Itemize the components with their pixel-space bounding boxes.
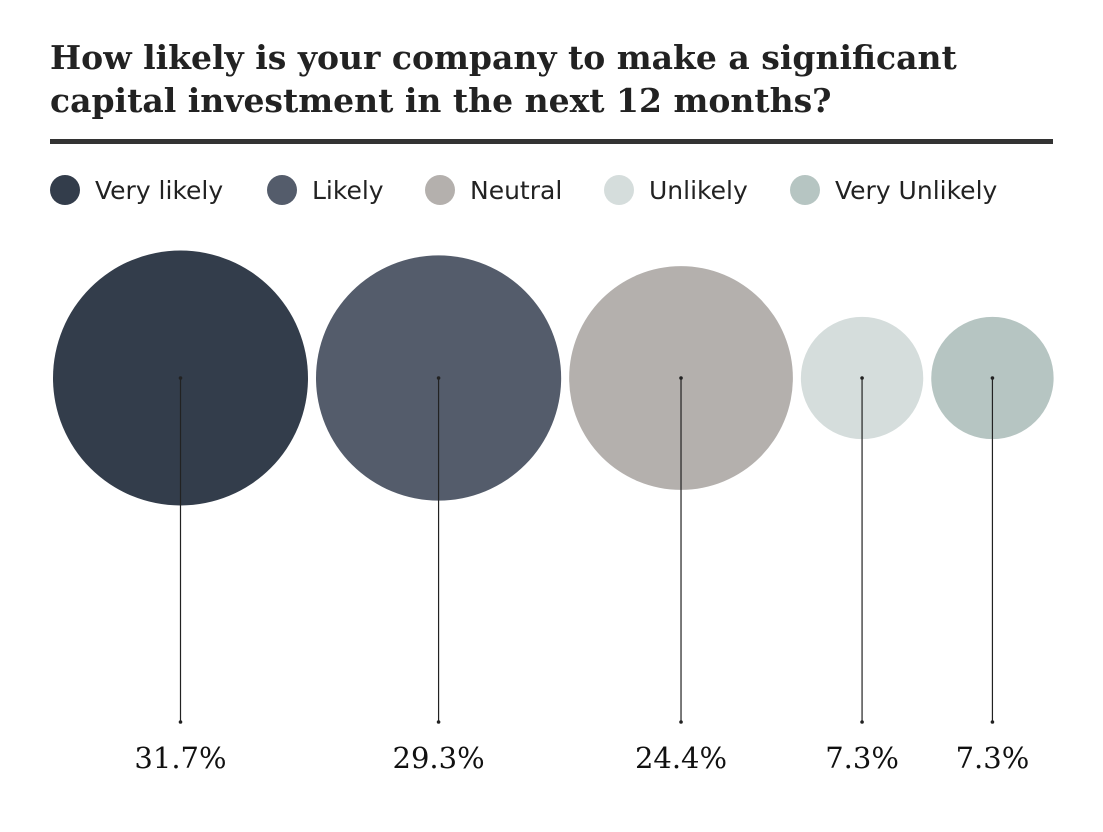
legend-item-unlikely: Unlikely bbox=[604, 172, 748, 208]
legend-label-unlikely: Unlikely bbox=[649, 175, 748, 205]
title-divider bbox=[50, 139, 1053, 144]
legend-swatch-very-unlikely bbox=[790, 175, 820, 205]
chart-title: How likely is your company to make a sig… bbox=[50, 36, 1050, 122]
legend-item-very-unlikely: Very Unlikely bbox=[790, 172, 997, 208]
leader-dot-bottom-unlikely bbox=[860, 720, 864, 724]
leader-dot-bottom-very-unlikely bbox=[990, 720, 995, 724]
value-label-likely: 29.3% bbox=[393, 741, 485, 775]
leader-dot-bottom-likely bbox=[436, 720, 441, 724]
value-label-unlikely: 7.3% bbox=[825, 741, 899, 775]
legend: Very likely Likely Neutral Unlikely Very… bbox=[0, 0, 1103, 230]
leader-dot-bottom-very-likely bbox=[178, 720, 183, 724]
legend-item-neutral: Neutral bbox=[425, 172, 562, 208]
value-label-neutral: 24.4% bbox=[635, 741, 727, 775]
leader-dot-top-very-likely bbox=[178, 376, 183, 380]
leader-dot-top-neutral bbox=[679, 376, 683, 380]
leader-dot-top-likely bbox=[436, 376, 441, 380]
legend-swatch-very-likely bbox=[50, 175, 80, 205]
leader-dot-bottom-neutral bbox=[679, 720, 683, 724]
legend-swatch-neutral bbox=[425, 175, 455, 205]
legend-label-very-likely: Very likely bbox=[95, 175, 224, 205]
legend-item-likely: Likely bbox=[267, 172, 384, 208]
leader-dot-top-unlikely bbox=[860, 376, 864, 380]
legend-swatch-unlikely bbox=[604, 175, 634, 205]
legend-label-neutral: Neutral bbox=[470, 175, 563, 205]
legend-swatch-likely bbox=[267, 175, 297, 205]
legend-label-very-unlikely: Very Unlikely bbox=[835, 175, 998, 205]
legend-item-very-likely: Very likely bbox=[50, 172, 223, 208]
leader-dot-top-very-unlikely bbox=[990, 376, 995, 380]
chart-title-line-1: How likely is your company to make a sig… bbox=[50, 38, 957, 77]
chart-title-line-2: capital investment in the next 12 months… bbox=[50, 81, 832, 120]
legend-label-likely: Likely bbox=[312, 175, 384, 205]
value-label-very-unlikely: 7.3% bbox=[956, 741, 1030, 775]
value-label-very-likely: 31.7% bbox=[134, 741, 226, 775]
